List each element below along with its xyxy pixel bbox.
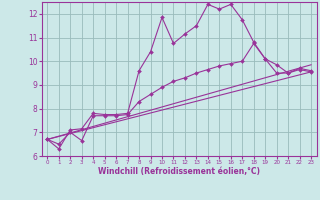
X-axis label: Windchill (Refroidissement éolien,°C): Windchill (Refroidissement éolien,°C) xyxy=(98,167,260,176)
